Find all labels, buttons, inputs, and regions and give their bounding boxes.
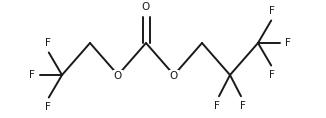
Text: F: F [29,70,35,80]
Text: F: F [240,101,246,111]
Text: F: F [45,103,51,112]
Text: F: F [214,101,220,111]
Text: F: F [269,70,275,80]
Text: O: O [142,2,150,12]
Text: O: O [170,71,178,81]
Text: F: F [285,38,291,48]
Text: O: O [114,71,122,81]
Text: F: F [269,6,275,15]
Text: F: F [45,38,51,48]
